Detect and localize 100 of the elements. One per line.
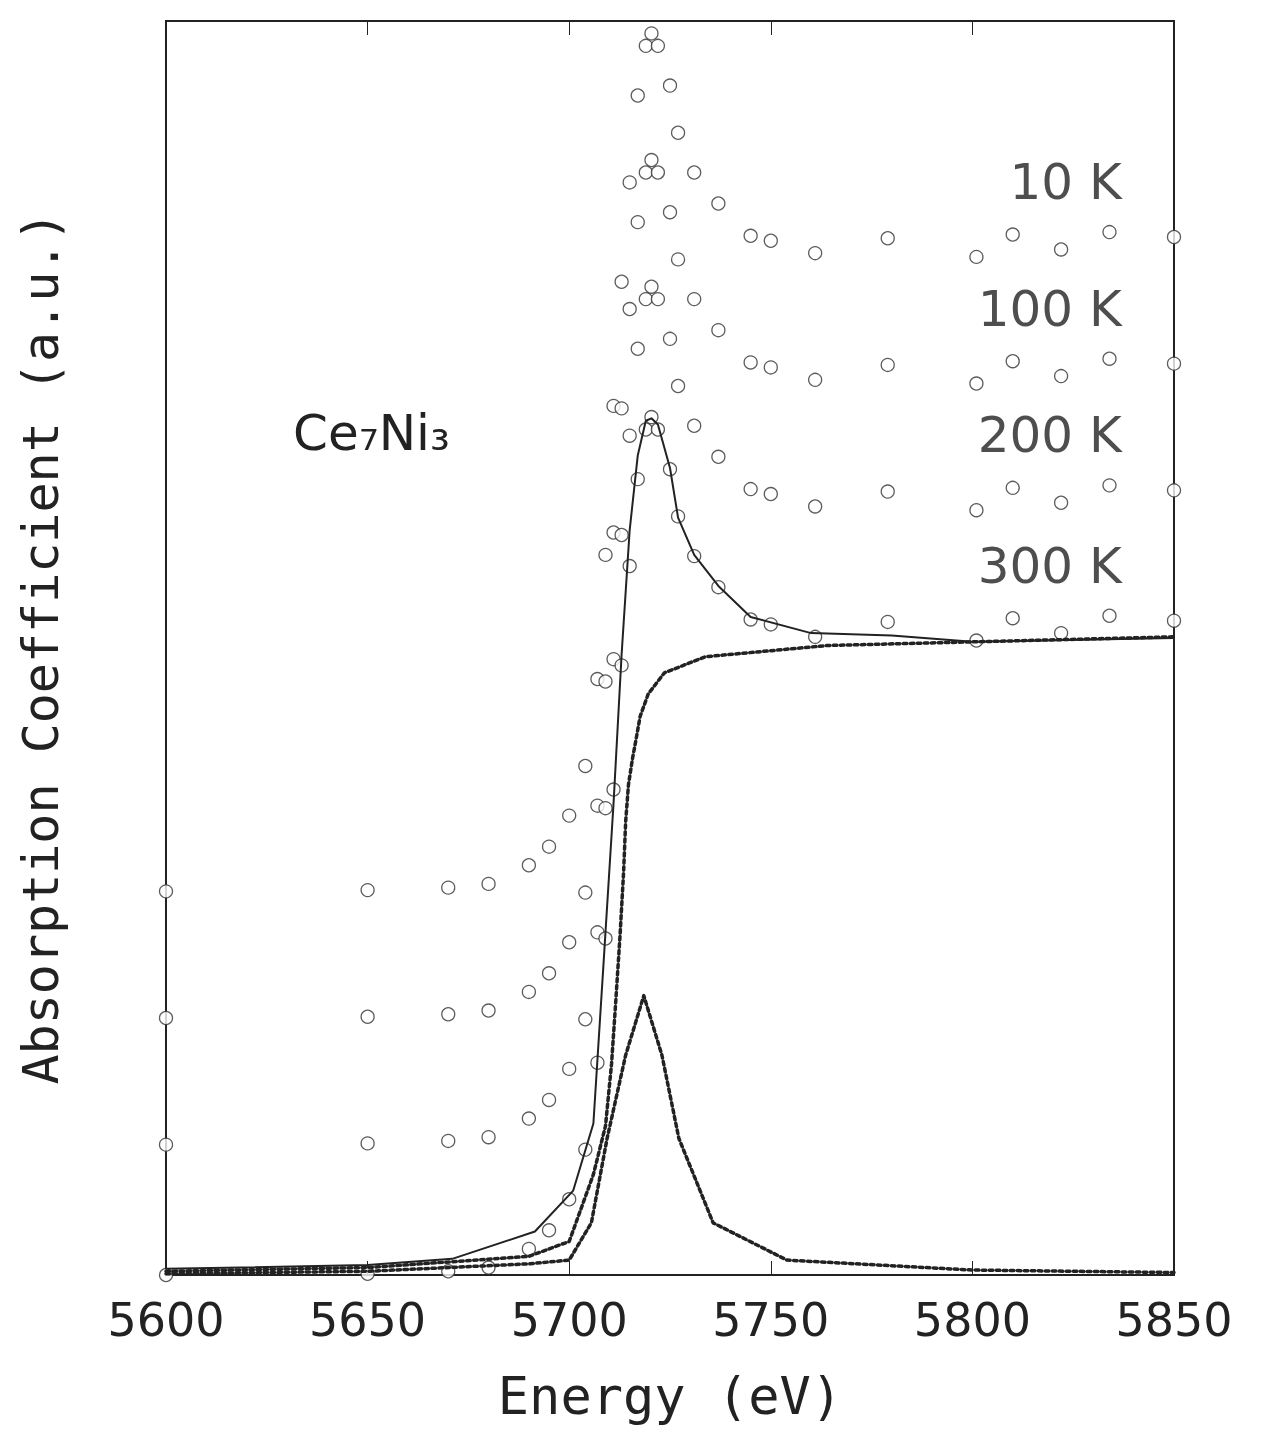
point (614, 274, 629, 289)
x-tick-label: 5600 (107, 1293, 225, 1347)
point (687, 291, 702, 307)
point (1053, 495, 1069, 510)
point (1005, 611, 1020, 626)
point (1053, 242, 1069, 257)
point (360, 882, 375, 898)
point (670, 378, 686, 394)
point (644, 26, 659, 41)
point (644, 152, 659, 168)
point (880, 614, 895, 630)
point (360, 1136, 375, 1151)
x-tick-label: 5650 (309, 1293, 427, 1347)
point (441, 880, 456, 895)
point (662, 331, 678, 346)
x-tick-label: 5750 (712, 1293, 830, 1347)
point (880, 357, 895, 373)
point (808, 246, 823, 261)
point (578, 1012, 593, 1027)
point (743, 355, 758, 370)
point (158, 1010, 174, 1026)
point (481, 876, 496, 892)
point (743, 481, 758, 497)
point (481, 1003, 496, 1018)
point (969, 503, 984, 518)
point (630, 341, 645, 356)
point (630, 88, 645, 103)
point (1005, 480, 1020, 495)
x-tick-label: 5800 (913, 1293, 1031, 1347)
point (541, 1092, 557, 1108)
point (763, 486, 778, 502)
point (743, 228, 758, 243)
point (638, 291, 653, 307)
point (578, 885, 593, 900)
series-label: 200 K (977, 406, 1124, 465)
annotation: Ce₇Ni₃ (293, 404, 451, 462)
point (1005, 227, 1020, 242)
point (622, 175, 637, 190)
point (687, 418, 702, 433)
point (1166, 229, 1182, 245)
point (1166, 483, 1182, 498)
point (638, 165, 653, 180)
point (650, 38, 666, 53)
point (969, 376, 984, 391)
point (521, 858, 537, 873)
point (630, 214, 645, 230)
point (360, 1009, 375, 1024)
point (541, 1223, 557, 1238)
point (598, 547, 613, 563)
point (687, 165, 702, 180)
point (808, 499, 823, 514)
point (880, 484, 895, 499)
point (441, 1133, 456, 1149)
point (578, 758, 593, 774)
point (650, 165, 666, 180)
point (1005, 354, 1020, 369)
point (521, 984, 537, 1000)
point (1166, 356, 1182, 371)
point (662, 205, 678, 220)
point (880, 231, 895, 246)
point (521, 1241, 537, 1257)
point (1053, 368, 1069, 384)
point (158, 1137, 174, 1152)
point (1166, 613, 1182, 628)
x-axis-title: Energy (eV) (497, 1366, 843, 1426)
point (763, 233, 778, 248)
series-label: 10 K (1009, 153, 1124, 212)
series-label: 300 K (977, 536, 1124, 595)
point (622, 428, 637, 443)
point (622, 301, 637, 317)
point (638, 38, 653, 53)
point (614, 401, 629, 416)
point (562, 935, 577, 950)
point (598, 674, 613, 689)
point (1102, 224, 1117, 240)
point (541, 839, 557, 854)
point (521, 1111, 537, 1126)
point (541, 966, 557, 981)
point (711, 449, 726, 464)
point (1102, 478, 1117, 493)
point (598, 801, 613, 816)
point (670, 125, 686, 140)
point (662, 78, 678, 93)
point (808, 372, 823, 387)
series-label: 100 K (977, 279, 1124, 338)
point (562, 1061, 577, 1077)
point (644, 279, 659, 294)
point (481, 1130, 496, 1145)
point (441, 1007, 456, 1022)
x-tick-label: 5850 (1115, 1293, 1233, 1347)
point (562, 808, 577, 823)
point (969, 249, 984, 265)
y-axis-title: Absorption Coefficient (a.u.) (12, 211, 70, 1085)
point (763, 360, 778, 375)
point (158, 884, 174, 899)
point (711, 323, 726, 338)
point (1053, 625, 1069, 641)
point (1102, 608, 1117, 623)
point (650, 291, 666, 307)
point (614, 527, 629, 543)
